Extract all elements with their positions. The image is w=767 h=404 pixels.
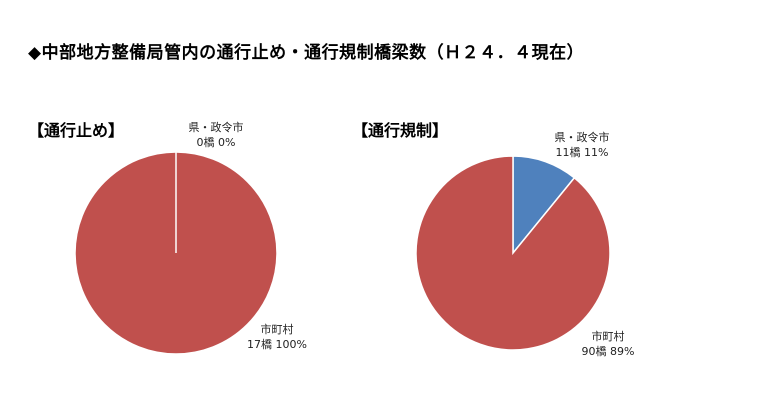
page-title: ◆中部地方整備局管内の通行止め・通行規制橋梁数（Ｈ２４．４現在） — [28, 43, 585, 63]
slice-label-prefecture-1: 県・政令市 11橋 11% — [555, 130, 610, 159]
chart-title-closure: 【通行止め】 — [28, 121, 125, 140]
pie-slice-prefecture-1 — [512, 155, 576, 256]
pie-slice-municipal-1 — [415, 155, 611, 351]
slice-label-municipal-0: 市町村 17橋 100% — [247, 322, 307, 351]
slice-label-prefecture-0: 県・政令市 0橋 0% — [189, 120, 244, 149]
slice-label-municipal-1: 市町村 90橋 89% — [582, 329, 635, 358]
chart-title-restriction: 【通行規制】 — [352, 121, 449, 140]
